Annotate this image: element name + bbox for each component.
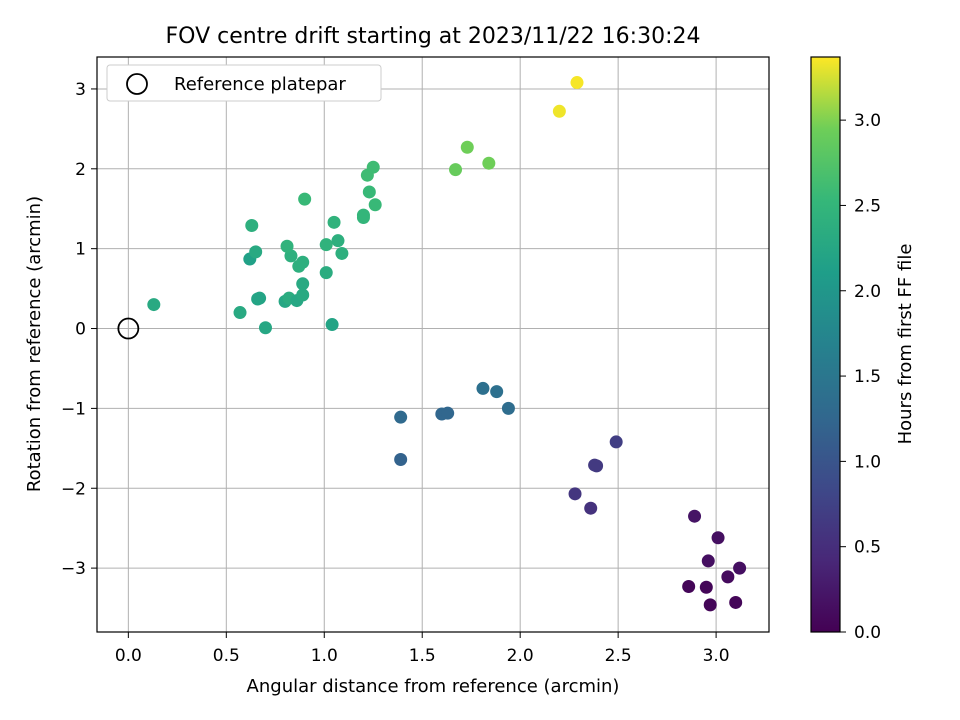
data-point: [245, 219, 259, 233]
colorbar-gradient: [811, 57, 840, 632]
data-point: [296, 277, 310, 291]
data-point: [682, 579, 696, 593]
data-point: [296, 288, 310, 302]
data-point: [356, 208, 370, 222]
colorbar-tick-label: 0.0: [854, 623, 881, 643]
data-point: [394, 410, 408, 424]
data-point: [298, 192, 312, 206]
y-tick-label: 0: [75, 320, 86, 340]
colorbar-label: Hours from first FF file: [895, 244, 916, 445]
data-point: [552, 104, 566, 118]
data-point: [588, 458, 602, 472]
scatter-points: [147, 76, 747, 612]
data-point: [319, 266, 333, 280]
x-tick-label: 1.5: [409, 646, 436, 666]
y-tick-label: 1: [75, 240, 86, 260]
data-point: [366, 160, 380, 174]
y-tick-label: 2: [75, 160, 86, 180]
y-tick-label: −1: [61, 399, 86, 419]
x-tick-label: 0.0: [115, 646, 142, 666]
data-point: [296, 255, 310, 269]
x-tick-label: 0.5: [213, 646, 240, 666]
data-point: [609, 435, 623, 449]
x-tick-label: 2.5: [605, 646, 632, 666]
data-point: [729, 595, 743, 609]
data-point: [699, 580, 713, 594]
y-tick-label: −2: [61, 479, 86, 499]
data-point: [394, 453, 408, 466]
data-point: [721, 570, 735, 584]
plot-background: [97, 57, 769, 632]
data-point: [331, 234, 345, 248]
legend: Reference platepar: [106, 64, 382, 102]
data-point: [325, 318, 339, 332]
y-tick-label: −3: [61, 559, 86, 579]
colorbar-tick-label: 3.0: [854, 111, 881, 131]
data-point: [460, 140, 474, 154]
legend-label: Reference platepar: [174, 74, 346, 95]
colorbar-ticks: 0.0 0.5 1.0 1.5 2.0 2.5 3.0: [840, 111, 881, 643]
x-tick-label: 2.0: [507, 646, 534, 666]
colorbar-tick-label: 2.5: [854, 196, 881, 216]
colorbar: 0.0 0.5 1.0 1.5 2.0 2.5 3.0 Hours from first F…: [810, 56, 916, 643]
data-point: [368, 198, 382, 212]
data-point: [701, 554, 715, 568]
data-point: [568, 487, 582, 501]
data-point: [249, 245, 263, 259]
y-tick-label: 3: [75, 80, 86, 100]
data-point: [501, 401, 515, 415]
colorbar-tick-label: 1.0: [854, 452, 881, 472]
legend-marker: [126, 73, 148, 95]
legend-box: [106, 64, 382, 102]
data-point: [482, 156, 496, 170]
data-point: [251, 292, 265, 306]
data-point: [335, 246, 349, 260]
data-point: [319, 238, 333, 252]
data-point: [258, 321, 272, 335]
colorbar-tick-label: 2.0: [854, 282, 881, 302]
x-axis-label: Angular distance from reference (arcmin): [247, 676, 620, 697]
data-point: [703, 598, 717, 612]
data-point: [711, 531, 725, 545]
colorbar-tick-label: 1.5: [854, 367, 881, 387]
chart-title: FOV centre drift starting at 2023/11/22 …: [166, 24, 701, 49]
data-point: [441, 406, 455, 420]
data-point: [449, 163, 463, 177]
data-point: [733, 561, 747, 575]
reference-platepar-marker: [117, 317, 140, 340]
data-point: [147, 298, 161, 312]
y-axis-label: Rotation from reference (arcmin): [24, 196, 45, 492]
x-axis-ticks: 0.0 0.5 1.0 1.5 2.0 2.5 3.0: [115, 632, 730, 666]
plot-area: [96, 56, 770, 633]
data-point: [280, 239, 294, 253]
y-axis-ticks: −3 −2 −1 0 1 2 3: [61, 80, 97, 579]
colorbar-tick-label: 0.5: [854, 538, 881, 558]
data-point: [327, 215, 341, 229]
data-point: [476, 381, 490, 395]
x-tick-label: 3.0: [703, 646, 730, 666]
plot-frame: [96, 56, 770, 633]
grid-lines: [97, 57, 769, 632]
x-tick-label: 1.0: [311, 646, 338, 666]
data-point: [233, 306, 247, 320]
data-point: [570, 76, 584, 90]
data-point: [362, 185, 376, 199]
data-point: [490, 385, 504, 399]
data-point: [584, 501, 598, 515]
colorbar-frame: [810, 56, 841, 633]
data-point: [688, 509, 702, 523]
